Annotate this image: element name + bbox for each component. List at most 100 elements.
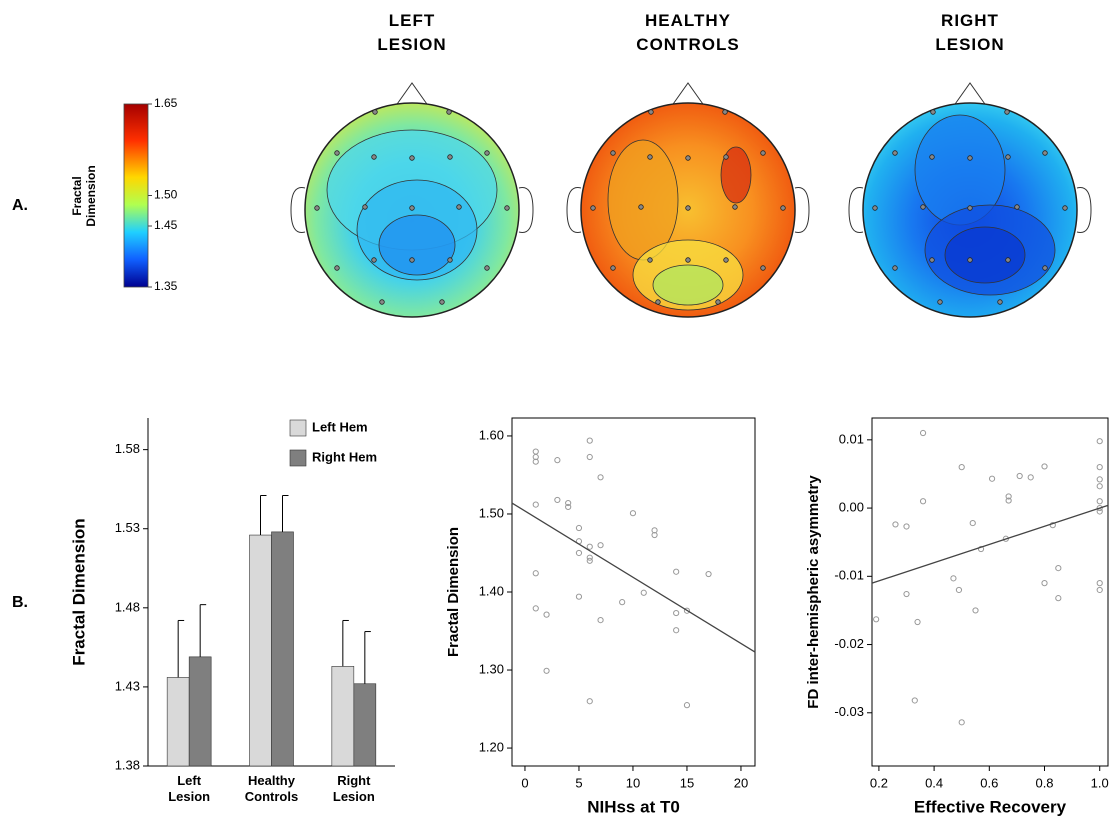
electrode [410, 258, 415, 263]
y-tick-label: -0.02 [834, 636, 864, 651]
point [555, 497, 560, 502]
point [1097, 499, 1102, 504]
point [1097, 465, 1102, 470]
point [920, 499, 925, 504]
electrode [648, 155, 653, 160]
electrode [410, 156, 415, 161]
point [904, 591, 909, 596]
electrode [761, 266, 766, 271]
x-tick-label: LeftLesion [168, 773, 210, 804]
electrode [380, 300, 385, 305]
ear [849, 187, 863, 232]
electrode [968, 258, 973, 263]
point [533, 571, 538, 576]
y-axis-title: Fractal Dimension [69, 518, 88, 665]
point [1056, 566, 1061, 571]
point [576, 594, 581, 599]
y-tick-label: 1.58 [115, 441, 140, 456]
electrode [656, 300, 661, 305]
electrode [938, 300, 943, 305]
contour [379, 215, 455, 275]
point [674, 569, 679, 574]
electrode [485, 266, 490, 271]
point [674, 610, 679, 615]
colorbar-tick-label: 1.45 [154, 218, 178, 232]
ear [1077, 187, 1091, 232]
bar [332, 666, 354, 766]
electrode [648, 258, 653, 263]
topomap [849, 83, 1091, 317]
bar [354, 684, 376, 766]
electrode [931, 110, 936, 115]
y-tick-label: 1.43 [115, 678, 140, 693]
point [951, 576, 956, 581]
y-tick-label: 0.01 [839, 431, 864, 446]
point [1097, 439, 1102, 444]
electrode [372, 155, 377, 160]
point [641, 590, 646, 595]
electrode [724, 258, 729, 263]
point [920, 430, 925, 435]
electrode [1043, 151, 1048, 156]
electrode [724, 155, 729, 160]
point [973, 608, 978, 613]
electrode [930, 155, 935, 160]
x-tick-label: 5 [575, 775, 582, 790]
y-tick-label: 0.00 [839, 500, 864, 515]
point [620, 600, 625, 605]
bar [272, 532, 294, 766]
point [598, 617, 603, 622]
electrode [611, 151, 616, 156]
point [587, 699, 592, 704]
point [956, 587, 961, 592]
x-tick-label: 0.6 [980, 775, 998, 790]
x-tick-label: 0 [521, 775, 528, 790]
panel-label: A. [12, 197, 28, 214]
y-axis-title: FD inter-hemispheric asymmetry [805, 475, 822, 709]
electrode [335, 151, 340, 156]
electrode [611, 266, 616, 271]
electrode [315, 206, 320, 211]
electrode [686, 206, 691, 211]
electrode [1006, 155, 1011, 160]
electrode [873, 206, 878, 211]
electrode [485, 151, 490, 156]
legend-swatch [290, 450, 306, 466]
point [1097, 477, 1102, 482]
point [970, 520, 975, 525]
point [544, 668, 549, 673]
panel-label: B. [12, 594, 28, 611]
contour [653, 265, 723, 305]
electrode [998, 300, 1003, 305]
point [555, 458, 560, 463]
point [1097, 484, 1102, 489]
topomap [567, 83, 809, 317]
x-tick-label: RightLesion [333, 773, 375, 804]
electrode [686, 258, 691, 263]
x-tick-label: 0.8 [1035, 775, 1053, 790]
topomap-title: RIGHTLESION [935, 11, 1004, 54]
point [1028, 475, 1033, 480]
point [1056, 596, 1061, 601]
colorbar-tick-label: 1.65 [154, 96, 178, 110]
ear [291, 187, 305, 232]
colorbar-label: FractalDimension [70, 165, 98, 226]
point [533, 606, 538, 611]
point [989, 476, 994, 481]
point [598, 543, 603, 548]
electrode [447, 110, 452, 115]
x-tick-label: 15 [680, 775, 694, 790]
electrode [448, 155, 453, 160]
point [587, 438, 592, 443]
electrode [893, 266, 898, 271]
electrode [723, 110, 728, 115]
electrode [335, 266, 340, 271]
point [1017, 473, 1022, 478]
electrode [930, 258, 935, 263]
fit-line [872, 505, 1108, 583]
point [587, 454, 592, 459]
point [576, 525, 581, 530]
x-tick-label: 20 [734, 775, 748, 790]
y-tick-label: 1.30 [479, 661, 504, 676]
